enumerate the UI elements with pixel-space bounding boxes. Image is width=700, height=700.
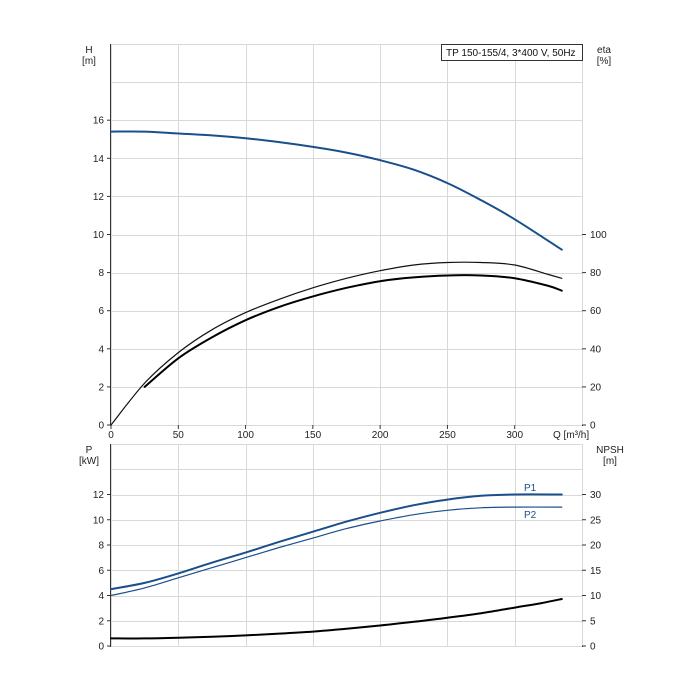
top-left-tick-label: 6 (98, 306, 104, 317)
top-left-tick-label: 2 (98, 382, 104, 393)
power-npsh-panel: 0 2 4 6 8 10 12 0 5 10 15 20 25 30 P [kW] NPSH [m] P1… (79, 444, 624, 653)
bottom-left-tick-label: 10 (93, 515, 105, 526)
top-right-tick-label: 60 (590, 306, 602, 317)
power-axis-unit: [kW] (79, 456, 99, 467)
top-tick-labels: 0 2 4 6 8 10 12 14 16 0 20 40 60 80 100 0 50 100 150 200 250… (93, 116, 607, 441)
eta-axis-unit: [%] (597, 56, 612, 67)
efficiency-curve-upper (110, 261, 563, 426)
top-curves (110, 130, 563, 426)
p1-series-label: P1 (524, 483, 537, 494)
x-tick-label: 200 (372, 430, 389, 441)
top-grid (111, 44, 583, 426)
top-right-tick-label: 100 (590, 230, 607, 241)
flow-axis-label: Q [m³/h] (553, 430, 589, 441)
power-p2-curve (110, 506, 563, 597)
efficiency-curve-lower (143, 274, 563, 388)
head-efficiency-panel: 0 2 4 6 8 10 12 14 16 0 20 40 60 80 100 0 50 100 150 200 250… (82, 44, 611, 441)
bottom-left-tick-label: 6 (98, 566, 104, 577)
bottom-left-tick-label: 0 (98, 642, 104, 653)
x-tick-label: 50 (173, 430, 185, 441)
p2-series-label: P2 (524, 510, 537, 521)
top-left-tick-label: 8 (98, 268, 104, 279)
x-tick-label: 150 (305, 430, 322, 441)
top-left-tick-label: 14 (93, 154, 105, 165)
head-curve (110, 130, 563, 251)
bottom-curves (110, 493, 563, 640)
head-axis-unit: [m] (82, 56, 96, 67)
x-tick-label: 250 (439, 430, 456, 441)
eta-axis-label: eta (597, 45, 611, 56)
x-tick-label: 100 (237, 430, 254, 441)
top-left-tick-label: 16 (93, 116, 105, 127)
top-left-tick-label: 10 (93, 230, 105, 241)
bottom-right-tick-label: 5 (590, 616, 596, 627)
title-box (441, 44, 583, 61)
chart-title: TP 150-155/4, 3*400 V, 50Hz (446, 48, 576, 59)
bottom-left-tick-label: 2 (98, 616, 104, 627)
bottom-right-tick-label: 15 (590, 566, 602, 577)
bottom-left-tick-label: 12 (93, 490, 105, 501)
bottom-right-tick-label: 0 (590, 642, 596, 653)
top-left-tick-label: 4 (98, 344, 104, 355)
top-left-tick-label: 0 (98, 421, 104, 432)
top-right-tick-label: 20 (590, 382, 602, 393)
x-tick-label: 0 (108, 430, 114, 441)
top-right-tick-label: 0 (590, 421, 596, 432)
top-left-tick-label: 12 (93, 192, 105, 203)
bottom-right-tick-label: 20 (590, 541, 602, 552)
power-p1-curve (110, 493, 563, 591)
bottom-left-tick-label: 8 (98, 541, 104, 552)
head-axis-label: H (85, 45, 92, 56)
x-tick-label: 300 (506, 430, 523, 441)
bottom-right-tick-label: 10 (590, 591, 602, 602)
top-right-tick-label: 40 (590, 344, 602, 355)
bottom-left-tick-label: 4 (98, 591, 104, 602)
power-axis-label: P (86, 445, 93, 456)
npsh-axis-unit: [m] (603, 456, 617, 467)
npsh-axis-label: NPSH (596, 445, 624, 456)
bottom-right-tick-label: 30 (590, 490, 602, 501)
top-right-tick-label: 80 (590, 268, 602, 279)
npsh-curve (110, 598, 563, 640)
bottom-tick-labels: 0 2 4 6 8 10 12 0 5 10 15 20 25 30 (93, 490, 602, 653)
bottom-right-tick-label: 25 (590, 515, 602, 526)
